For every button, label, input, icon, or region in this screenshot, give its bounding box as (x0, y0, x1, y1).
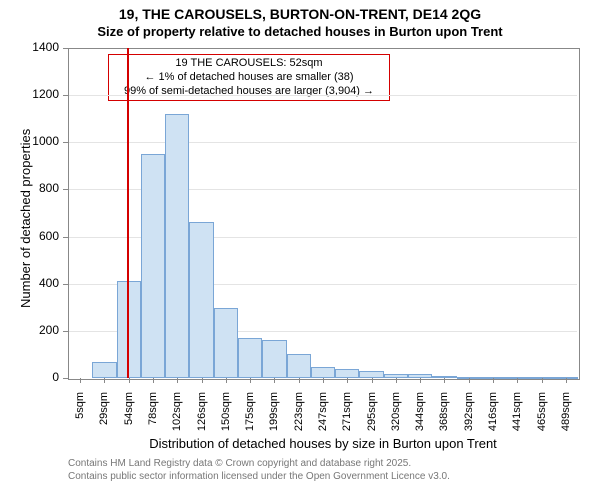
ytick-label: 1200 (23, 87, 59, 101)
xtick-label: 78sqm (147, 392, 159, 442)
ytick-mark (63, 284, 68, 285)
xtick-mark (177, 378, 178, 383)
histogram-bar (214, 308, 238, 378)
ytick-mark (63, 48, 68, 49)
xtick-label: 102sqm (171, 392, 183, 442)
histogram-bar (238, 338, 262, 378)
xtick-mark (323, 378, 324, 383)
xtick-mark (80, 378, 81, 383)
title-line-2: Size of property relative to detached ho… (0, 24, 600, 40)
ytick-mark (63, 142, 68, 143)
annotation-line-2: ← 1% of detached houses are smaller (38) (113, 71, 385, 85)
xtick-mark (396, 378, 397, 383)
ytick-mark (63, 237, 68, 238)
xtick-label: 416sqm (487, 392, 499, 442)
xtick-mark (493, 378, 494, 383)
xtick-label: 465sqm (536, 392, 548, 442)
histogram-bar (335, 369, 359, 378)
xtick-label: 247sqm (317, 392, 329, 442)
ytick-label: 800 (23, 181, 59, 195)
xtick-label: 368sqm (438, 392, 450, 442)
xtick-label: 489sqm (560, 392, 572, 442)
ytick-label: 200 (23, 323, 59, 337)
xtick-mark (250, 378, 251, 383)
footer-line-1: Contains HM Land Registry data © Crown c… (68, 458, 450, 471)
ytick-mark (63, 95, 68, 96)
ytick-label: 1000 (23, 134, 59, 148)
histogram-bar (189, 222, 213, 378)
histogram-bar (165, 114, 189, 378)
xtick-label: 175sqm (244, 392, 256, 442)
histogram-bar (359, 371, 383, 378)
histogram-bar (287, 354, 311, 378)
xtick-mark (274, 378, 275, 383)
annotation-line-1: 19 THE CAROUSELS: 52sqm (113, 57, 385, 71)
xtick-label: 441sqm (511, 392, 523, 442)
xtick-label: 295sqm (366, 392, 378, 442)
xtick-label: 54sqm (123, 392, 135, 442)
xtick-mark (372, 378, 373, 383)
xtick-label: 5sqm (74, 392, 86, 442)
xtick-mark (469, 378, 470, 383)
ytick-label: 1400 (23, 40, 59, 54)
histogram-bar (262, 340, 286, 378)
title-line-1: 19, THE CAROUSELS, BURTON-ON-TRENT, DE14… (0, 6, 600, 24)
xtick-mark (299, 378, 300, 383)
ytick-label: 400 (23, 276, 59, 290)
ytick-mark (63, 189, 68, 190)
xtick-mark (347, 378, 348, 383)
ytick-label: 0 (23, 370, 59, 384)
histogram-bar (311, 367, 335, 378)
xtick-mark (542, 378, 543, 383)
xtick-label: 392sqm (463, 392, 475, 442)
xtick-label: 320sqm (390, 392, 402, 442)
gridline (69, 95, 577, 96)
ytick-mark (63, 378, 68, 379)
footer-attribution: Contains HM Land Registry data © Crown c… (68, 458, 450, 483)
xtick-label: 126sqm (196, 392, 208, 442)
gridline (69, 142, 577, 143)
histogram-bar (141, 154, 165, 378)
histogram-bar (92, 362, 116, 379)
xtick-mark (517, 378, 518, 383)
xtick-mark (129, 378, 130, 383)
ytick-mark (63, 331, 68, 332)
xtick-mark (153, 378, 154, 383)
histogram-bar (117, 281, 141, 378)
xtick-mark (202, 378, 203, 383)
chart-title: 19, THE CAROUSELS, BURTON-ON-TRENT, DE14… (0, 0, 600, 40)
xtick-label: 223sqm (293, 392, 305, 442)
xtick-mark (420, 378, 421, 383)
chart-container: 19, THE CAROUSELS, BURTON-ON-TRENT, DE14… (0, 0, 600, 500)
xtick-mark (566, 378, 567, 383)
xtick-mark (104, 378, 105, 383)
xtick-label: 199sqm (268, 392, 280, 442)
xtick-label: 271sqm (341, 392, 353, 442)
xtick-label: 344sqm (414, 392, 426, 442)
ytick-label: 600 (23, 229, 59, 243)
xtick-label: 29sqm (98, 392, 110, 442)
footer-line-2: Contains public sector information licen… (68, 471, 450, 484)
xtick-mark (444, 378, 445, 383)
annotation-line-3: 99% of semi-detached houses are larger (… (113, 85, 385, 99)
reference-line (127, 48, 129, 378)
xtick-label: 150sqm (220, 392, 232, 442)
xtick-mark (226, 378, 227, 383)
